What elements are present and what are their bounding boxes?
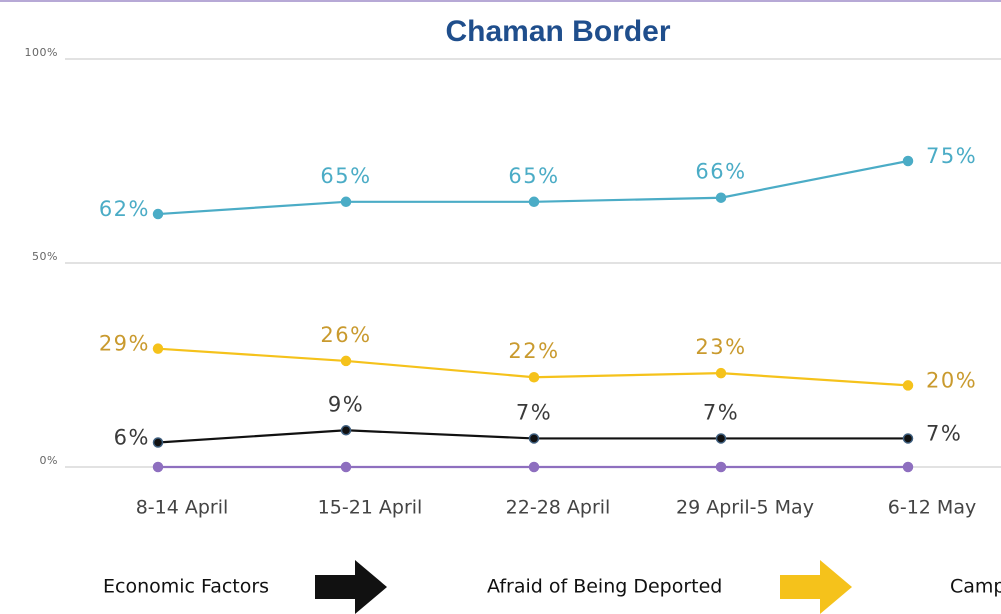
data-point (902, 155, 914, 167)
data-label: 75% (926, 144, 977, 168)
data-label: 65% (508, 164, 559, 188)
data-point (715, 192, 727, 203)
x-tick-label: 6-12 May (888, 497, 976, 519)
data-label: 7% (926, 421, 962, 445)
data-label: 23% (695, 335, 746, 359)
data-label: 26% (320, 323, 371, 347)
x-tick-label: 22-28 April (506, 497, 611, 519)
data-point (715, 433, 727, 444)
data-point (715, 367, 727, 379)
x-tick-label: 29 April-5 May (676, 497, 814, 519)
data-point (340, 196, 352, 208)
legend-label: Economic Factors (103, 576, 269, 598)
data-label: 65% (320, 164, 371, 188)
data-label: 20% (926, 368, 977, 392)
y-tick-label: 100% (25, 46, 58, 59)
data-label: 9% (328, 392, 364, 416)
data-point (152, 343, 164, 354)
data-point (528, 461, 540, 473)
data-label: 7% (703, 400, 739, 424)
data-point (152, 437, 164, 448)
data-point (340, 425, 352, 436)
legend-label: Camp (950, 576, 1001, 598)
data-point (152, 208, 164, 220)
data-point (528, 371, 540, 383)
data-label: 66% (695, 160, 746, 184)
chart-title: Chaman Border (445, 15, 670, 48)
data-point (340, 355, 352, 367)
data-point (902, 461, 914, 473)
data-point (902, 380, 914, 391)
legend-label: Afraid of Being Deported (487, 576, 722, 598)
data-label: 7% (516, 400, 552, 424)
data-label: 6% (114, 426, 150, 450)
data-point (902, 433, 914, 444)
data-point (528, 196, 540, 208)
x-tick-label: 8-14 April (136, 497, 229, 519)
data-label: 62% (99, 197, 150, 221)
data-label: 22% (508, 339, 559, 363)
y-tick-label: 50% (32, 250, 58, 263)
data-label: 29% (99, 332, 150, 356)
y-tick-label: 0% (40, 454, 58, 467)
data-point (528, 433, 540, 444)
x-tick-label: 15-21 April (318, 497, 423, 519)
data-point (152, 461, 164, 473)
data-point (340, 461, 352, 473)
data-point (715, 461, 727, 473)
legend-swatch (780, 560, 852, 614)
legend-swatch (315, 560, 387, 614)
